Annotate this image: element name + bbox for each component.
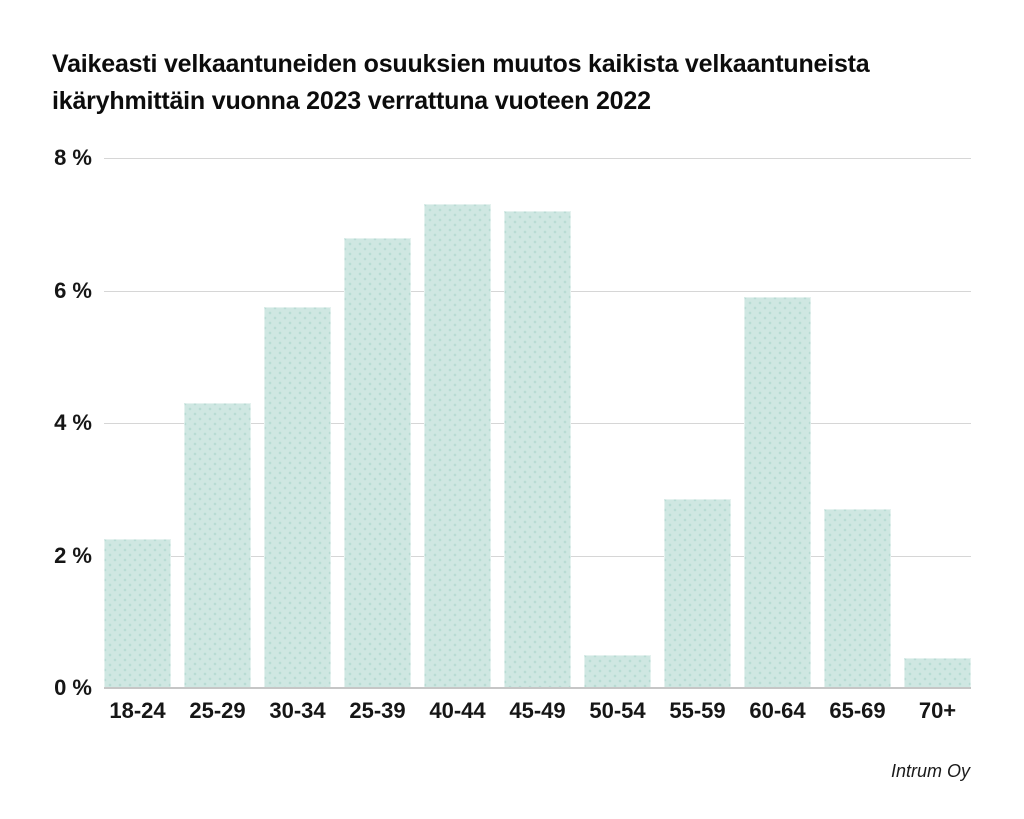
- x-axis-tick-label-40-44: 40-44: [429, 698, 486, 723]
- plot-area: [104, 158, 971, 689]
- bar-50-54: [584, 654, 651, 688]
- x-axis-tick-label-30-34: 30-34: [269, 698, 326, 723]
- chart-title-line-2: ikäryhmittäin vuonna 2023 verrattuna vuo…: [52, 87, 651, 115]
- attribution-text: Intrum Oy: [890, 761, 970, 781]
- x-axis-tick-label-65-69: 65-69: [829, 698, 886, 723]
- bar-30-34: [264, 307, 331, 688]
- x-axis-tick-label-45-49: 45-49: [509, 698, 566, 723]
- x-axis-tick-label-55-59: 55-59: [669, 698, 726, 723]
- bar-60-64: [744, 297, 811, 688]
- bar-25-39: [344, 237, 411, 688]
- x-axis-tick-label-18-24: 18-24: [109, 698, 166, 723]
- x-axis-tick-label-60-64: 60-64: [749, 698, 806, 723]
- gridline-8: [104, 158, 971, 159]
- bar-55-59: [664, 499, 731, 688]
- bar-18-24: [104, 538, 171, 688]
- y-axis-tick-label-2: 2 %: [54, 542, 92, 568]
- x-axis-tick-label-50-54: 50-54: [589, 698, 646, 723]
- x-axis-line: [104, 687, 971, 689]
- chart-title-line-1: Vaikeasti velkaantuneiden osuuksien muut…: [52, 50, 870, 78]
- y-axis-tick-label-0: 0 %: [54, 675, 92, 700]
- y-axis-tick-label-4: 4 %: [54, 410, 92, 435]
- bar-25-29: [184, 403, 251, 688]
- x-axis-tick-label-25-39: 25-39: [349, 698, 406, 723]
- bar-40-44: [424, 204, 491, 688]
- bar-45-49: [504, 211, 571, 688]
- y-axis-tick-label-8: 8 %: [54, 145, 92, 170]
- bar-65-69: [824, 509, 891, 688]
- bar-70+: [904, 658, 971, 688]
- y-axis-tick-label-6: 6 %: [54, 277, 92, 303]
- chart-title: Vaikeasti velkaantuneiden osuuksien muut…: [52, 46, 870, 120]
- x-axis-tick-label-70+: 70+: [918, 698, 957, 723]
- x-axis-tick-label-25-29: 25-29: [189, 698, 246, 723]
